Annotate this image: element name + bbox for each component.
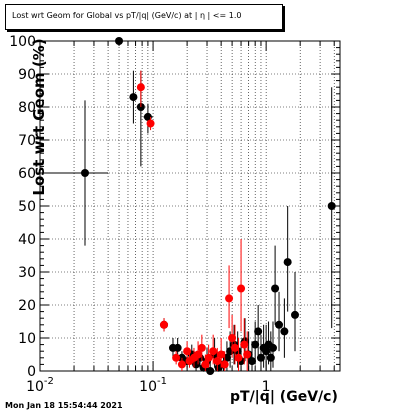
data-point bbox=[80, 169, 89, 177]
y-tick-label: 90 bbox=[18, 67, 36, 83]
data-point bbox=[177, 360, 186, 369]
x-axis-label: pT/|q| (GeV/c) bbox=[230, 389, 338, 405]
data-point bbox=[266, 353, 275, 362]
y-axis-label: Lost wrt Geom (%) bbox=[30, 38, 48, 196]
data-point bbox=[206, 367, 215, 375]
data-point bbox=[237, 284, 246, 293]
data-point bbox=[197, 343, 206, 352]
y-tick-label: 50 bbox=[18, 199, 36, 215]
data-point bbox=[251, 340, 260, 349]
data-point bbox=[172, 353, 181, 362]
x-tick-label: 1 bbox=[262, 379, 271, 395]
data-point bbox=[143, 112, 152, 121]
data-point bbox=[136, 83, 145, 92]
data-marks bbox=[40, 37, 336, 375]
data-point bbox=[209, 347, 218, 356]
timestamp: Mon Jan 18 15:54:44 2021 bbox=[5, 401, 123, 410]
grid-lines bbox=[39, 41, 340, 371]
data-point bbox=[201, 360, 210, 369]
tick-labels: 0 10 20 30 40 50 60 70 80 90 100 10-2 10-1 1 bbox=[9, 34, 270, 395]
y-tick-label: 60 bbox=[18, 166, 36, 182]
y-tick-label: 20 bbox=[18, 298, 36, 314]
data-point bbox=[160, 320, 169, 329]
data-point bbox=[243, 350, 252, 359]
data-point bbox=[194, 350, 203, 359]
data-point bbox=[275, 320, 284, 329]
data-point bbox=[240, 340, 249, 349]
y-tick-label: 40 bbox=[18, 232, 36, 248]
tick-marks bbox=[39, 40, 340, 372]
data-point bbox=[173, 343, 182, 352]
y-tick-label: 0 bbox=[27, 364, 36, 380]
data-point bbox=[129, 93, 138, 102]
data-point bbox=[217, 350, 226, 359]
data-point bbox=[283, 258, 292, 267]
data-point bbox=[248, 357, 257, 366]
data-point bbox=[220, 360, 229, 369]
y-tick-label: 30 bbox=[18, 265, 36, 281]
title-box: Lost wrt Geom for Global vs pT/|q| (GeV/… bbox=[5, 4, 283, 30]
data-point bbox=[213, 357, 222, 366]
data-point bbox=[115, 37, 124, 45]
data-point bbox=[280, 327, 289, 336]
data-point bbox=[225, 294, 234, 303]
data-point bbox=[234, 353, 243, 362]
chart-title: Lost wrt Geom for Global vs pT/|q| (GeV/… bbox=[12, 11, 242, 20]
y-tick-label: 100 bbox=[9, 34, 36, 50]
data-point bbox=[254, 327, 263, 336]
x-tick-label: 10-1 bbox=[139, 376, 167, 395]
data-point bbox=[327, 202, 336, 210]
data-point bbox=[256, 353, 265, 362]
y-tick-label: 70 bbox=[18, 133, 36, 149]
data-point bbox=[230, 343, 239, 352]
data-point bbox=[146, 119, 155, 128]
x-tick-label: 10-2 bbox=[26, 376, 54, 395]
data-point bbox=[228, 334, 237, 342]
data-point bbox=[204, 353, 213, 362]
data-point bbox=[269, 343, 278, 352]
y-tick-label: 80 bbox=[18, 100, 36, 116]
data-point bbox=[291, 310, 300, 319]
y-tick-label: 10 bbox=[18, 331, 36, 347]
data-point bbox=[271, 284, 280, 293]
